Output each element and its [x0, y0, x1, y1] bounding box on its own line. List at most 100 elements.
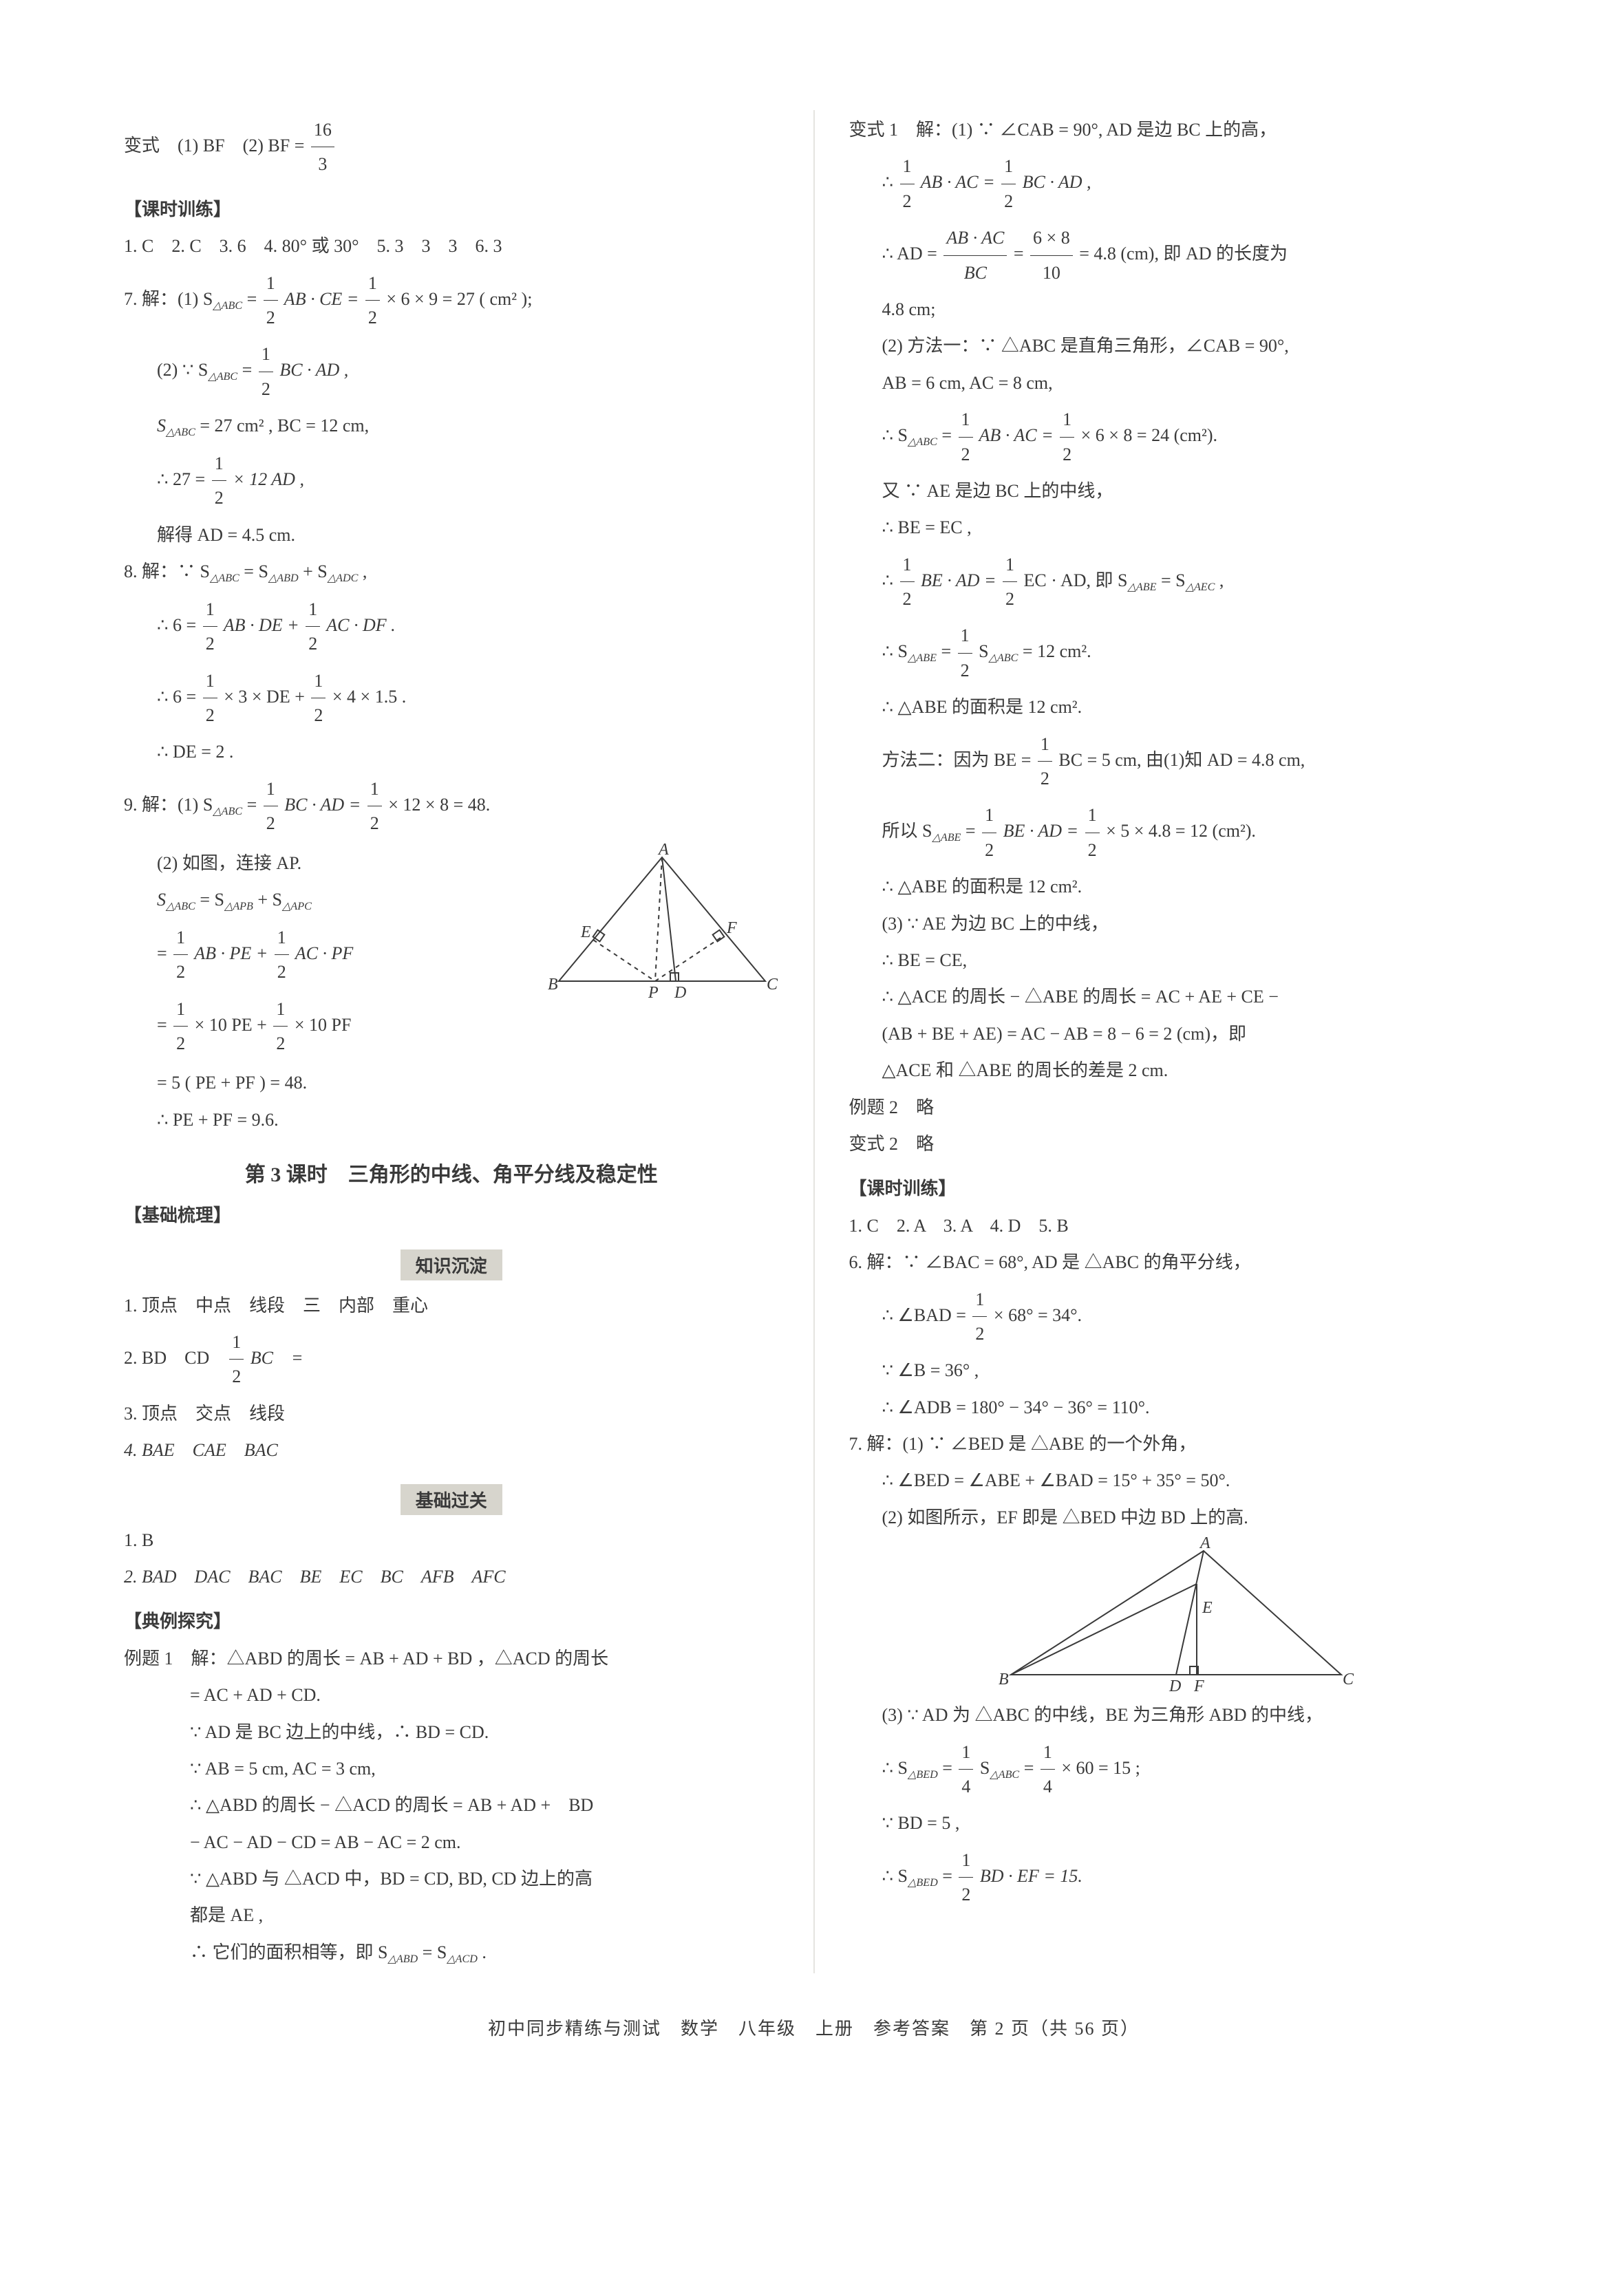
text: × 6 × 9 = 27 ( cm² ); [382, 288, 533, 308]
fraction: 12 [203, 592, 217, 661]
text: = [937, 641, 956, 661]
text: + S [253, 890, 282, 910]
text: AB · DE + [220, 615, 304, 635]
text-line: ∵ ∠B = 36° , [849, 1353, 1504, 1387]
subscript: △BED [908, 1877, 938, 1889]
fraction: 12 [306, 592, 320, 661]
text-line: (3) ∵ AD 为 △ABC 的中线，BE 为三角形 ABD 的中线， [849, 1698, 1504, 1732]
text-line: △ACE 和 △ABE 的周长的差是 2 cm. [849, 1053, 1504, 1087]
text-line: ∴ DE = 2 . [124, 735, 779, 769]
fraction: 12 [1001, 149, 1016, 218]
text: × 5 × 4.8 = 12 (cm²). [1102, 821, 1256, 841]
lesson-title: 第 3 课时 三角形的中线、角平分线及稳定性 [124, 1157, 779, 1188]
text-line: ∴ △ABE 的面积是 12 cm². [849, 870, 1504, 903]
fraction: 12 [367, 772, 382, 841]
subscript: △BED [908, 1769, 938, 1781]
text: ∴ S [882, 641, 908, 661]
text-line: ∴ BE = CE, [849, 943, 1504, 977]
fraction: 12 [173, 992, 188, 1061]
subscript: △ABC [166, 901, 195, 912]
text-line: (2) 如图所示，EF 即是 △BED 中边 BD 上的高. [849, 1501, 1504, 1534]
fraction: 12 [972, 1283, 987, 1351]
text: = [1019, 1757, 1038, 1777]
text: BD · EF = 15. [975, 1866, 1082, 1886]
text: AB · PE + [190, 943, 273, 963]
fraction: 14 [1041, 1735, 1055, 1804]
text-line: 2. BAD DAC BAC BE EC BC AFB AFC [124, 1560, 779, 1594]
text-line: ∴ ∠ADB = 180° − 34° − 36° = 110°. [849, 1391, 1504, 1424]
subscript: △ABE [908, 653, 937, 665]
text-line: (2) 如图，连接 AP. [124, 846, 529, 880]
text: S [157, 416, 166, 436]
text: S [975, 1757, 990, 1777]
text: = [237, 360, 257, 380]
fraction: 12 [982, 798, 996, 867]
text: BE · AD = [917, 570, 1001, 590]
text: ∴ 6 = [157, 615, 201, 635]
text-line: ∵ AD 是 BC 边上的中线，∴ BD = CD. [124, 1715, 779, 1749]
text: = [1009, 244, 1028, 264]
subscript: △APC [282, 901, 312, 912]
text-line: ∴ △ABE 的面积是 12 cm². [849, 690, 1504, 724]
text-line: = AC + AD + CD. [124, 1678, 779, 1712]
text: = S [195, 890, 224, 910]
text-line: 解得 AD = 4.5 cm. [124, 518, 779, 552]
text-line: 2. BD CD 12 BC = [124, 1325, 779, 1394]
subscript: △ABC [210, 572, 239, 584]
text: , [358, 561, 367, 581]
text: ∴ 27 = [157, 469, 210, 489]
text-line: 7. 解：(1) ∵ ∠BED 是 △ABE 的一个外角， [849, 1427, 1504, 1461]
text-line: (3) ∵ AE 为边 BC 上的中线， [849, 907, 1504, 941]
fraction: 12 [1085, 798, 1100, 867]
text: ∴ [882, 570, 898, 590]
text-line: = 12 × 10 PE + 12 × 10 PF [124, 992, 529, 1061]
text-line: ∴ 12 AB · AC = 12 BC · AD , [849, 149, 1504, 218]
text: BC · AD , [1018, 172, 1091, 192]
row-with-figure: (2) 如图，连接 AP. S△ABC = S△APB + S△APC = 12… [124, 844, 779, 1064]
subscript: △ABC [213, 300, 242, 312]
text-line: ∵ AB = 5 cm, AC = 3 cm, [124, 1752, 779, 1785]
numerator: 16 [311, 113, 334, 147]
text-line: 变式 (1) BF (2) BF = 16 3 [124, 113, 779, 182]
text-line: 例题 2 略 [849, 1091, 1504, 1124]
text: 所以 S [882, 821, 932, 841]
text-line: (2) 方法一：∵ △ABC 是直角三角形，∠CAB = 90°, [849, 329, 1504, 363]
text: = 12 cm². [1018, 641, 1091, 661]
text: ∴ ∠BAD = [882, 1305, 971, 1324]
text-line: 3. 顶点 交点 线段 [124, 1397, 779, 1430]
text: = [961, 821, 980, 841]
subscript: △ABC [990, 1769, 1019, 1781]
label-E: E [1202, 1599, 1213, 1617]
text-line: ∴ 27 = 12 × 12 AD , [124, 447, 779, 515]
fraction: 14 [959, 1735, 973, 1804]
label-F: F [726, 919, 737, 937]
text: × 3 × DE + [220, 687, 310, 707]
text: AB · AC = [975, 425, 1058, 445]
text: ∴ [882, 172, 898, 192]
figure-wrap: A B C D E F [849, 1537, 1504, 1695]
text-line: 8. 解：∵ S△ABC = S△ABD + S△ADC , [124, 555, 779, 590]
text-line: 变式 2 略 [849, 1127, 1504, 1161]
text: , [1215, 570, 1224, 590]
text-line: ∴ 它们的面积相等，即 S△ABD = S△ACD . [124, 1935, 779, 1971]
fraction: 12 [900, 149, 915, 218]
section-tag: 知识沉淀 [124, 1249, 779, 1280]
text: = S [418, 1942, 447, 1962]
label-C: C [1343, 1671, 1354, 1688]
label-D: D [1169, 1677, 1181, 1695]
text: 变式 (1) BF (2) BF = [124, 136, 304, 155]
label-B: B [548, 976, 558, 994]
text: × 4 × 1.5 . [328, 687, 406, 707]
section-tag: 基础过关 [124, 1484, 779, 1515]
text-line: ∴ ∠BAD = 12 × 68° = 34°. [849, 1283, 1504, 1351]
fraction: 12 [311, 664, 326, 733]
text: × 10 PF [290, 1015, 351, 1035]
fraction: 12 [273, 992, 288, 1061]
text-line: 6. 解：∵ ∠BAC = 68°, AD 是 △ABC 的角平分线， [849, 1245, 1504, 1279]
label-B: B [999, 1671, 1009, 1688]
text: 2. BD CD [124, 1348, 227, 1368]
text: ∴ S [882, 425, 908, 445]
section-bracket: 【典例探究】 [124, 1605, 779, 1638]
text: S [157, 890, 166, 910]
section-bracket: 【课时训练】 [124, 193, 779, 226]
